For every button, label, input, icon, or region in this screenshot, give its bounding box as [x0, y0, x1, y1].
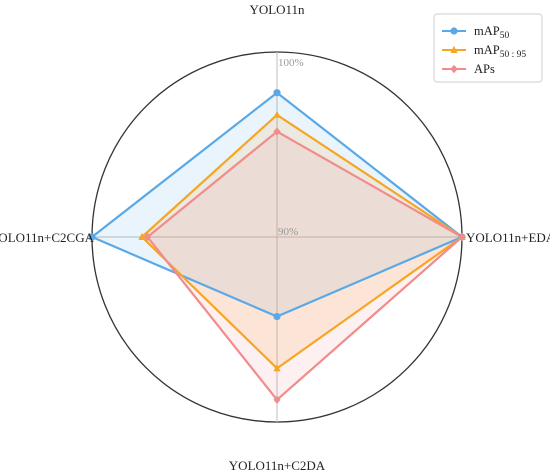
- axis-label-yolo11n: YOLO11n: [249, 2, 305, 17]
- legend-marker-map50-95: [450, 45, 458, 53]
- legend-marker-aps: [450, 64, 458, 74]
- legend-entry-map50: mAP50: [442, 24, 509, 41]
- tick-label-max: 100%: [278, 57, 304, 69]
- data-point-aps-yolo11n: [273, 127, 281, 136]
- series-area-aps: [147, 131, 462, 400]
- legend-name-map50-95: mAP: [474, 43, 500, 57]
- data-point-aps-yolo11n-c2da: [273, 395, 281, 404]
- legend-marker-map50: [450, 27, 458, 35]
- data-point-map50-95-yolo11n-c2da: [273, 364, 281, 372]
- axis-label-yolo11n-c2da: YOLO11n+C2DA: [229, 458, 326, 473]
- axis-label-yolo11n-edam: YOLO11n+EDAM: [466, 230, 550, 245]
- axis-spokes: [92, 52, 462, 422]
- legend-entry-aps: APs: [442, 62, 495, 76]
- axis-label-yolo11n-c2cga: YOLO11n+C2CGA: [0, 230, 95, 245]
- series-areas: [92, 92, 462, 400]
- legend-label-map50: mAP50: [474, 24, 509, 41]
- legend-subscript-map50: 50: [500, 31, 510, 41]
- legend-entry-map50-95: mAP50 : 95: [442, 43, 526, 60]
- data-point-map50-yolo11n-c2da: [273, 312, 281, 321]
- legend-name-aps: APs: [474, 62, 495, 76]
- data-point-map50-95-yolo11n-c2cga: [138, 232, 146, 240]
- series-markers: [88, 89, 466, 404]
- legend-subscript-map50-95: 50 : 95: [500, 50, 527, 60]
- legend-label-map50-95: mAP50 : 95: [474, 43, 526, 60]
- data-point-aps-yolo11n-c2cga: [143, 232, 152, 242]
- series-area-map50-95: [141, 114, 462, 369]
- tick-label-min: 90%: [278, 226, 298, 238]
- legend-marker-shape-map50-95: [450, 45, 458, 53]
- legend-label-aps: APs: [474, 62, 495, 76]
- legend-marker-shape-aps: [450, 64, 458, 74]
- data-point-aps-yolo11n-edam: [458, 232, 466, 242]
- series-area-map50: [92, 92, 462, 317]
- data-point-map50-95-yolo11n: [273, 110, 281, 118]
- legend-marker-shape-map50: [450, 27, 458, 35]
- data-point-map50-yolo11n-c2cga: [88, 233, 96, 241]
- data-point-map50-yolo11n: [273, 89, 281, 97]
- legend: mAP50 mAP50 : 95 APs: [433, 13, 543, 83]
- legend-name-map50: mAP: [474, 24, 500, 38]
